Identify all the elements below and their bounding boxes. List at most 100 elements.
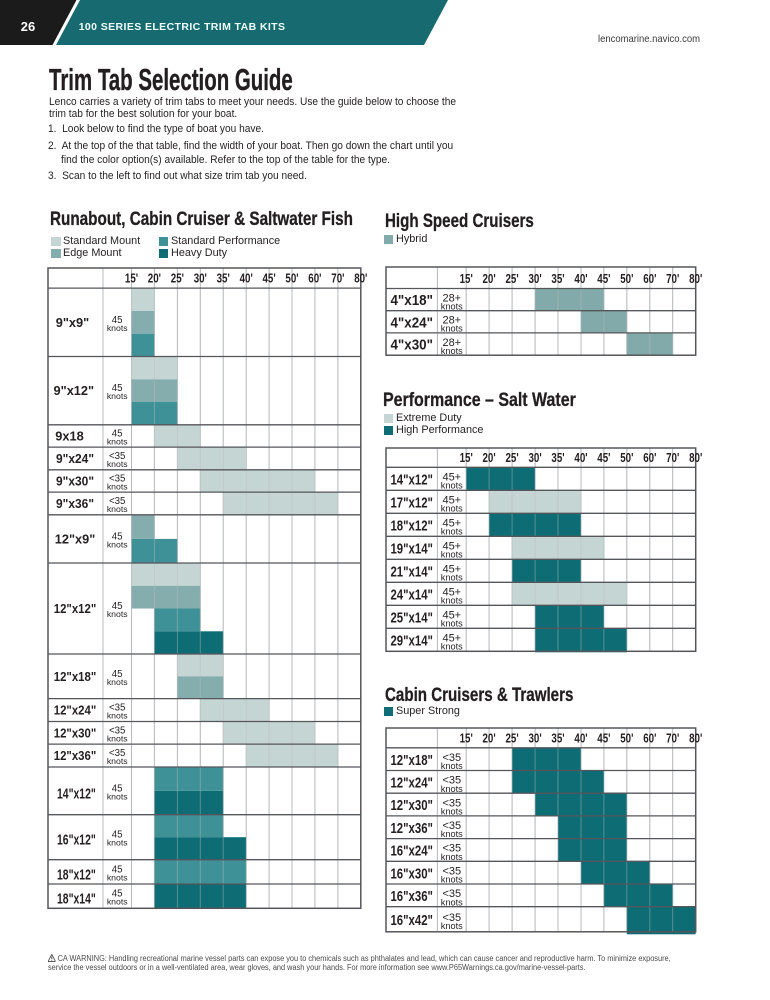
svg-text:45: 45 bbox=[112, 428, 123, 439]
svg-text:60': 60' bbox=[308, 270, 321, 285]
svg-text:<35: <35 bbox=[442, 912, 461, 924]
svg-text:50': 50' bbox=[620, 450, 633, 465]
svg-text:20': 20' bbox=[482, 450, 495, 465]
svg-text:14"x12": 14"x12" bbox=[390, 472, 433, 489]
svg-text:12"x18": 12"x18" bbox=[54, 669, 97, 684]
svg-text:18"x12": 18"x12" bbox=[390, 518, 433, 535]
svg-text:100 SERIES ELECTRIC TRIM TAB K: 100 SERIES ELECTRIC TRIM TAB KITS bbox=[79, 21, 286, 33]
svg-text:knots: knots bbox=[107, 504, 128, 514]
svg-text:45+: 45+ bbox=[442, 541, 461, 553]
svg-text:<35: <35 bbox=[109, 473, 125, 484]
svg-text:knots: knots bbox=[441, 897, 463, 907]
svg-text:knots: knots bbox=[441, 550, 463, 560]
svg-text:80': 80' bbox=[689, 450, 702, 465]
svg-text:45: 45 bbox=[112, 601, 123, 612]
svg-text:12"x36": 12"x36" bbox=[54, 748, 97, 763]
svg-text:45': 45' bbox=[597, 730, 610, 745]
svg-text:60': 60' bbox=[643, 730, 656, 745]
svg-text:knots: knots bbox=[107, 391, 128, 401]
svg-text:17"x12": 17"x12" bbox=[390, 495, 433, 512]
svg-text:40': 40' bbox=[240, 270, 253, 285]
svg-text:70': 70' bbox=[666, 450, 679, 465]
svg-text:25': 25' bbox=[171, 270, 184, 285]
svg-text:25': 25' bbox=[505, 271, 518, 286]
svg-text:20': 20' bbox=[482, 271, 495, 286]
svg-text:<35: <35 bbox=[442, 775, 461, 787]
svg-text:25': 25' bbox=[505, 730, 518, 745]
svg-text:45+: 45+ bbox=[442, 472, 461, 484]
svg-text:9x18: 9x18 bbox=[55, 428, 83, 443]
svg-text:21"x14": 21"x14" bbox=[390, 564, 433, 581]
svg-text:45: 45 bbox=[112, 383, 123, 394]
svg-text:16"x12": 16"x12" bbox=[57, 833, 96, 849]
svg-text:knots: knots bbox=[441, 852, 463, 862]
svg-text:80': 80' bbox=[689, 271, 702, 286]
svg-text:knots: knots bbox=[107, 733, 128, 743]
svg-text:<35: <35 bbox=[109, 702, 125, 713]
svg-text:<35: <35 bbox=[442, 866, 461, 878]
svg-text:40': 40' bbox=[574, 730, 587, 745]
svg-text:60': 60' bbox=[643, 271, 656, 286]
svg-text:16"x24": 16"x24" bbox=[390, 843, 433, 860]
svg-text:<35: <35 bbox=[109, 451, 125, 462]
svg-text:<35: <35 bbox=[442, 797, 461, 809]
svg-text:12"x12": 12"x12" bbox=[54, 601, 97, 616]
svg-text:knots: knots bbox=[107, 323, 128, 333]
svg-text:45: 45 bbox=[112, 669, 123, 680]
svg-text:knots: knots bbox=[107, 459, 128, 469]
svg-text:45+: 45+ bbox=[442, 518, 461, 530]
svg-text:12"x30": 12"x30" bbox=[390, 797, 433, 814]
svg-text:9"x30": 9"x30" bbox=[56, 473, 94, 488]
svg-text:30': 30' bbox=[528, 271, 541, 286]
svg-text:50': 50' bbox=[285, 270, 298, 285]
svg-text:45: 45 bbox=[112, 830, 123, 841]
svg-text:26: 26 bbox=[21, 19, 35, 34]
svg-text:<35: <35 bbox=[442, 888, 461, 900]
svg-text:knots: knots bbox=[107, 872, 128, 882]
svg-text:45+: 45+ bbox=[442, 495, 461, 507]
svg-text:16"x42": 16"x42" bbox=[390, 912, 433, 929]
svg-text:35': 35' bbox=[551, 450, 564, 465]
svg-text:4"x18": 4"x18" bbox=[390, 292, 433, 309]
svg-text:24"x14": 24"x14" bbox=[390, 587, 433, 604]
svg-text:12"x18": 12"x18" bbox=[390, 752, 433, 769]
svg-text:knots: knots bbox=[441, 527, 463, 537]
svg-text:<35: <35 bbox=[109, 725, 125, 736]
svg-text:knots: knots bbox=[107, 838, 128, 848]
svg-text:25"x14": 25"x14" bbox=[390, 610, 433, 627]
svg-text:18"x12": 18"x12" bbox=[57, 867, 96, 883]
svg-text:knots: knots bbox=[441, 596, 463, 606]
svg-text:40': 40' bbox=[574, 450, 587, 465]
svg-text:knots: knots bbox=[441, 761, 463, 771]
svg-text:60': 60' bbox=[643, 450, 656, 465]
svg-text:28+: 28+ bbox=[442, 314, 461, 326]
svg-text:9"x9": 9"x9" bbox=[56, 315, 90, 330]
svg-text:80': 80' bbox=[354, 270, 367, 285]
svg-text:45': 45' bbox=[597, 271, 610, 286]
svg-text:45: 45 bbox=[112, 315, 123, 326]
svg-text:knots: knots bbox=[107, 710, 128, 720]
svg-text:<35: <35 bbox=[442, 843, 461, 855]
svg-text:80': 80' bbox=[689, 730, 702, 745]
svg-text:28+: 28+ bbox=[442, 292, 461, 304]
svg-text:35': 35' bbox=[551, 271, 564, 286]
svg-text:knots: knots bbox=[441, 481, 463, 491]
svg-text:knots: knots bbox=[107, 756, 128, 766]
svg-text:35': 35' bbox=[551, 730, 564, 745]
svg-text:70': 70' bbox=[666, 271, 679, 286]
svg-text:45': 45' bbox=[597, 450, 610, 465]
svg-text:knots: knots bbox=[441, 619, 463, 629]
svg-text:<35: <35 bbox=[442, 820, 461, 832]
svg-text:45': 45' bbox=[263, 270, 276, 285]
svg-text:12"x24": 12"x24" bbox=[390, 775, 433, 792]
svg-text:knots: knots bbox=[107, 481, 128, 491]
svg-text:25': 25' bbox=[505, 450, 518, 465]
svg-text:knots: knots bbox=[441, 323, 463, 333]
svg-text:knots: knots bbox=[441, 921, 463, 931]
svg-text:4"x30": 4"x30" bbox=[390, 336, 433, 353]
svg-text:12"x36": 12"x36" bbox=[390, 820, 433, 837]
svg-text:4"x24": 4"x24" bbox=[390, 314, 433, 331]
svg-text:45: 45 bbox=[112, 864, 123, 875]
svg-text:15': 15' bbox=[459, 730, 472, 745]
svg-text:12"x9": 12"x9" bbox=[55, 531, 96, 546]
